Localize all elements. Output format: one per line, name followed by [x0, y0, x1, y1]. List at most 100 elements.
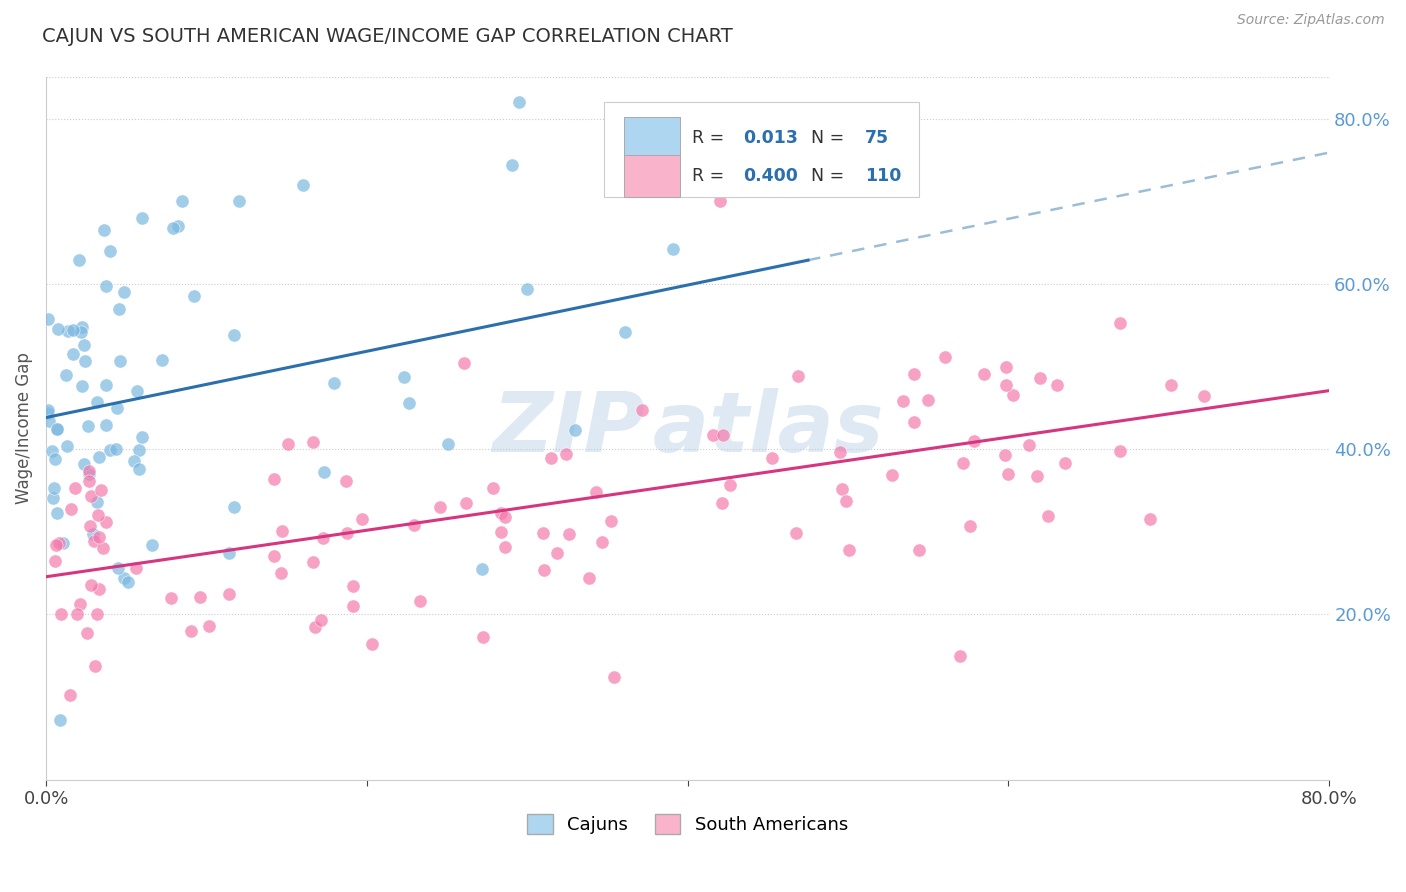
Point — [1001, 387, 1024, 401]
Text: 75: 75 — [865, 129, 889, 147]
Point — [56, 439, 79, 453]
Point — [831, 483, 853, 497]
Point — [270, 566, 292, 581]
Point — [361, 638, 384, 652]
Point — [614, 325, 637, 339]
Point — [309, 613, 332, 627]
Point — [42, 481, 65, 495]
Point — [87, 582, 110, 597]
Point — [835, 494, 858, 508]
Point — [963, 434, 986, 448]
Point — [222, 328, 245, 343]
Point — [93, 541, 115, 556]
Point — [291, 178, 314, 192]
Point — [48, 535, 70, 549]
Point — [94, 279, 117, 293]
Point — [533, 563, 555, 577]
Point — [77, 464, 100, 478]
Point — [80, 489, 103, 503]
Point — [481, 481, 503, 495]
Point — [1025, 468, 1047, 483]
Point — [786, 369, 808, 384]
Point — [630, 403, 652, 417]
Text: ZIP atlas: ZIP atlas — [492, 388, 883, 469]
Point — [112, 285, 135, 299]
Point — [263, 549, 285, 564]
Text: R =: R = — [692, 129, 730, 147]
Point — [891, 394, 914, 409]
Point — [228, 194, 250, 209]
Point — [69, 598, 91, 612]
Point — [162, 220, 184, 235]
Point — [263, 472, 285, 486]
Point — [67, 252, 90, 267]
Point — [838, 542, 860, 557]
Point — [917, 393, 939, 408]
Point — [86, 495, 108, 509]
Point — [90, 483, 112, 498]
FancyBboxPatch shape — [624, 154, 681, 197]
Point — [38, 415, 60, 429]
Point — [1194, 389, 1216, 403]
Point — [952, 456, 974, 470]
Point — [46, 322, 69, 336]
Point — [128, 462, 150, 476]
Point — [1160, 377, 1182, 392]
Point — [70, 319, 93, 334]
Point — [718, 477, 741, 491]
Text: 0.400: 0.400 — [742, 167, 797, 185]
Point — [437, 437, 460, 451]
Point — [336, 526, 359, 541]
Point — [408, 593, 430, 607]
Point — [501, 158, 523, 172]
Point — [44, 452, 66, 467]
Point — [83, 534, 105, 549]
Point — [170, 194, 193, 208]
Point — [86, 395, 108, 409]
Text: R =: R = — [692, 167, 730, 185]
Point — [69, 325, 91, 339]
Point — [59, 688, 82, 702]
Point — [997, 467, 1019, 482]
Point — [125, 384, 148, 398]
Point — [160, 591, 183, 606]
Point — [471, 562, 494, 576]
Point — [46, 422, 69, 436]
Point — [183, 289, 205, 303]
Point — [540, 451, 562, 466]
Point — [903, 415, 925, 429]
Point — [304, 620, 326, 634]
Point — [75, 354, 97, 368]
Point — [994, 377, 1017, 392]
Point — [994, 449, 1017, 463]
Point — [564, 423, 586, 437]
Point — [1139, 512, 1161, 526]
Point — [62, 347, 84, 361]
Point — [108, 302, 131, 317]
Point — [394, 370, 416, 384]
Point — [599, 514, 621, 528]
Point — [37, 311, 59, 326]
Point — [558, 527, 581, 541]
Point — [402, 517, 425, 532]
Point — [77, 474, 100, 488]
Point — [37, 403, 59, 417]
Text: CAJUN VS SOUTH AMERICAN WAGE/INCOME GAP CORRELATION CHART: CAJUN VS SOUTH AMERICAN WAGE/INCOME GAP … — [42, 27, 733, 45]
Point — [49, 713, 72, 727]
Point — [578, 570, 600, 584]
Point — [66, 607, 89, 622]
Point — [322, 376, 344, 390]
Point — [131, 429, 153, 443]
Point — [591, 535, 613, 549]
Point — [882, 467, 904, 482]
Point — [45, 538, 67, 552]
Point — [58, 324, 80, 338]
Point — [141, 538, 163, 552]
Point — [934, 350, 956, 364]
Point — [105, 401, 128, 416]
Point — [302, 555, 325, 569]
Point — [398, 396, 420, 410]
Point — [87, 450, 110, 465]
Point — [1029, 371, 1052, 385]
Point — [80, 578, 103, 592]
